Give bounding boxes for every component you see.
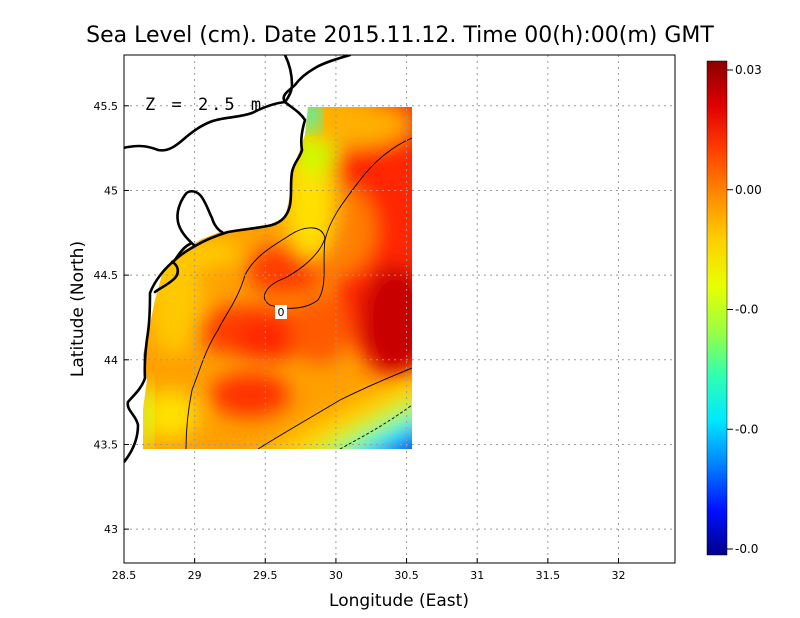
x-tick-label: 31 xyxy=(470,569,484,582)
colorbar xyxy=(706,60,728,556)
colorbar-tick-label: -0.0 xyxy=(735,422,758,436)
y-tick-label: 44.5 xyxy=(94,269,119,282)
colorbar-tick-label: 0.00 xyxy=(735,183,762,197)
x-axis-label: Longitude (East) xyxy=(329,591,469,611)
y-tick-label: 45.5 xyxy=(94,100,119,113)
y-tick-label: 43 xyxy=(104,523,118,536)
x-tick-labels: 28.5 29 29.5 30 30.5 31 31.5 32 xyxy=(112,558,625,582)
y-tick-label: 43.5 xyxy=(94,438,119,451)
colorbar-ticks: 0.03 0.00 -0.0 -0.0 -0.0 xyxy=(727,63,762,556)
contour-label-box xyxy=(275,305,287,319)
plot-frame xyxy=(123,54,676,564)
map-title: Sea Level (cm). Date 2015.11.12. Time 00… xyxy=(86,23,714,48)
coastline xyxy=(124,55,352,464)
y-tick-labels: 43 43.5 44 44.5 45 45.5 xyxy=(94,100,129,536)
contour-label: 0 xyxy=(278,306,285,319)
colorbar-tick-label: -0.0 xyxy=(735,303,758,317)
x-tick-label: 30 xyxy=(329,569,343,582)
y-tick-label: 45 xyxy=(104,184,118,197)
contour-lines xyxy=(185,137,412,449)
y-tick-label: 44 xyxy=(104,354,118,367)
x-tick-label: 28.5 xyxy=(112,569,137,582)
depth-annotation: Z = 2.5 m xyxy=(145,95,264,115)
x-tick-label: 31.5 xyxy=(536,569,561,582)
grid-lines xyxy=(124,55,675,563)
x-tick-label: 30.5 xyxy=(394,569,419,582)
x-tick-label: 29.5 xyxy=(253,569,278,582)
colorbar-tick-label: -0.0 xyxy=(735,542,758,556)
x-tick-label: 32 xyxy=(611,569,625,582)
y-axis-label: Latitude (North) xyxy=(68,241,88,377)
colorbar-tick-label: 0.03 xyxy=(735,63,762,77)
x-tick-label: 29 xyxy=(188,569,202,582)
